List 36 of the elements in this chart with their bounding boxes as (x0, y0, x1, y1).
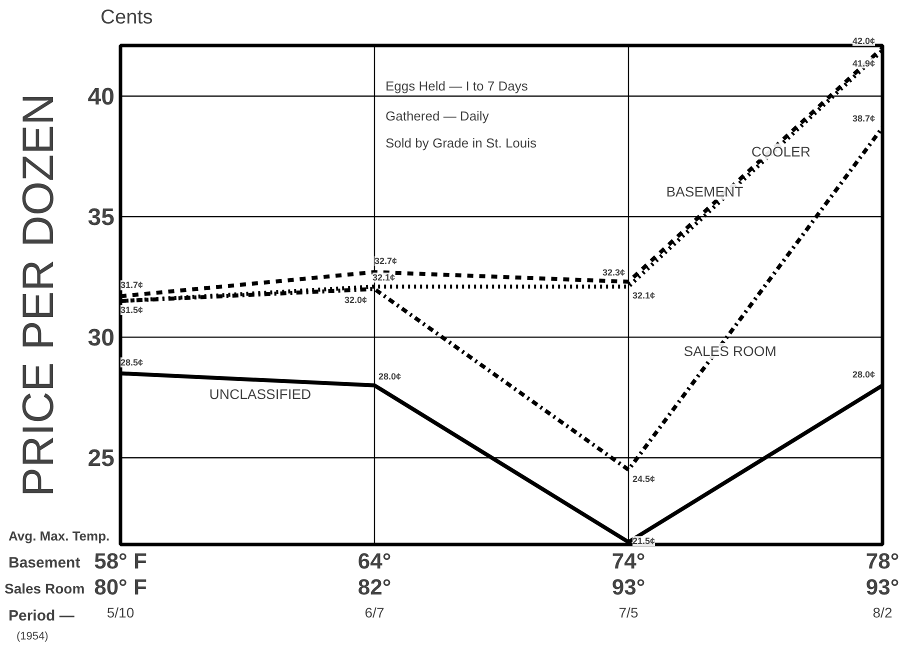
data-label: 41.9¢ (852, 58, 876, 68)
y-tick-label: 25 (88, 445, 115, 472)
text: Cents (100, 6, 153, 28)
data-label: 28.0¢ (378, 371, 402, 382)
data-label: 31.5¢ (120, 305, 144, 316)
y-axis-title: PRICE PER DOZEN (14, 93, 63, 497)
y-tick-label: 35 (88, 204, 115, 232)
series-label: SALES ROOM (684, 342, 776, 359)
series-label: BASEMENT (666, 184, 744, 200)
data-label: 32.7¢ (374, 256, 398, 266)
y-tick-label: 30 (88, 324, 115, 352)
annotation: Sold by Grade in St. Louis (386, 136, 538, 150)
data-label: 28.0¢ (852, 369, 876, 380)
data-label: 28.5¢ (120, 357, 144, 368)
data-label: 32.1¢ (372, 272, 396, 283)
text: Period — (8, 608, 74, 624)
data-label: 32.3¢ (602, 268, 626, 278)
annotation: Eggs Held — I to 7 Days (386, 78, 528, 94)
x-tick-label: 64° 82° 6/7 (358, 548, 392, 620)
data-label: 31.7¢ (120, 280, 144, 290)
x-tick-label: 58° F 80° F 5/10 (94, 548, 147, 620)
annotation: Gathered — Daily (386, 108, 490, 124)
data-label: 38.7¢ (852, 113, 876, 124)
text: Avg. Max. Temp. (8, 528, 110, 544)
series-label: UNCLASSIFIED (209, 386, 312, 402)
y-tick-label: 40 (88, 84, 115, 111)
data-label: 32.0¢ (344, 294, 368, 305)
text: Basement (8, 554, 80, 572)
data-label: 32.1¢ (632, 290, 656, 301)
data-label: 42.0¢ (852, 36, 876, 46)
data-label: 24.5¢ (632, 474, 656, 484)
text: (1954) (16, 630, 48, 642)
x-tick-label: 74° 93° 7/5 (612, 548, 646, 620)
x-tick-label: 78° 93° 8/2 (866, 548, 900, 620)
series-label: COOLER (751, 143, 810, 160)
text: Sales Room (4, 580, 85, 596)
